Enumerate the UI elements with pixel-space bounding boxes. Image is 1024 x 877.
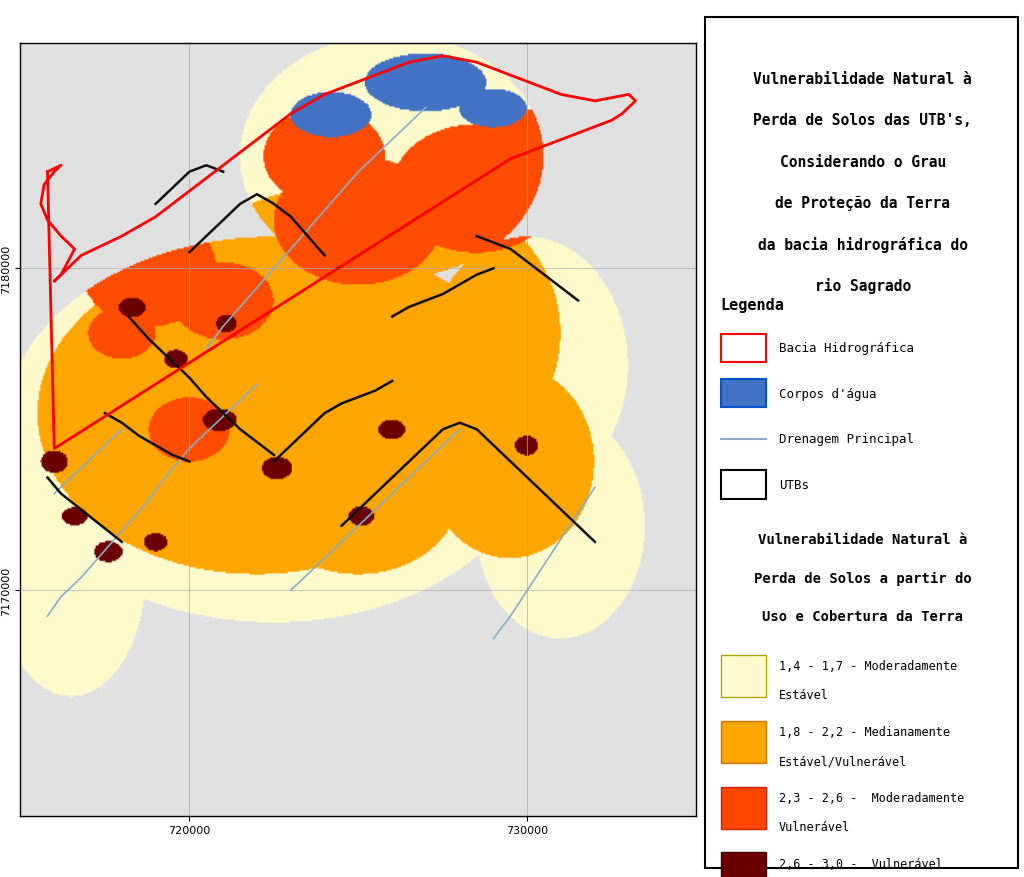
Text: Vulnerabilidade Natural à: Vulnerabilidade Natural à xyxy=(758,532,968,546)
Text: Estável: Estável xyxy=(779,688,828,702)
Bar xyxy=(721,852,766,877)
Text: UTBs: UTBs xyxy=(779,479,809,491)
Bar xyxy=(721,655,766,697)
Text: 2,3 - 2,6 -  Moderadamente: 2,3 - 2,6 - Moderadamente xyxy=(779,791,965,804)
Text: Bacia Hidrográfica: Bacia Hidrográfica xyxy=(779,342,913,354)
Text: Estável/Vulnerável: Estável/Vulnerável xyxy=(779,754,907,767)
Text: Drenagem Principal: Drenagem Principal xyxy=(779,433,913,446)
Text: Uso e Cobertura da Terra: Uso e Cobertura da Terra xyxy=(762,610,964,624)
Text: Perda de Solos a partir do: Perda de Solos a partir do xyxy=(754,571,972,585)
Text: 1,4 - 1,7 - Moderadamente: 1,4 - 1,7 - Moderadamente xyxy=(779,660,957,673)
Bar xyxy=(721,787,766,829)
FancyBboxPatch shape xyxy=(705,18,1018,868)
Bar xyxy=(721,471,766,499)
Bar xyxy=(721,380,766,408)
Bar xyxy=(721,721,766,763)
Bar xyxy=(721,334,766,362)
Text: Vulnerável: Vulnerável xyxy=(779,820,850,833)
Text: Corpos d'água: Corpos d'água xyxy=(779,388,877,400)
Text: da bacia hidrográfica do: da bacia hidrográfica do xyxy=(758,237,968,253)
Text: Legenda: Legenda xyxy=(721,297,784,312)
Text: 2,6 - 3,0 -  Vulnerável: 2,6 - 3,0 - Vulnerável xyxy=(779,857,943,870)
Text: de Proteção da Terra: de Proteção da Terra xyxy=(775,196,950,210)
Text: 1,8 - 2,2 - Medianamente: 1,8 - 2,2 - Medianamente xyxy=(779,725,950,738)
Text: Considerando o Grau: Considerando o Grau xyxy=(779,154,946,169)
Text: Vulnerabilidade Natural à: Vulnerabilidade Natural à xyxy=(754,72,972,87)
Text: rio Sagrado: rio Sagrado xyxy=(815,278,910,294)
Text: Perda de Solos das UTB's,: Perda de Solos das UTB's, xyxy=(754,113,972,128)
